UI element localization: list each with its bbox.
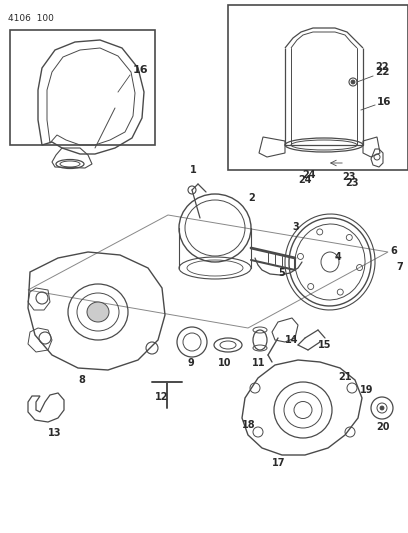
Text: 23: 23 [345, 178, 359, 188]
Text: 17: 17 [272, 458, 286, 468]
Text: 19: 19 [360, 385, 373, 395]
Text: 12: 12 [155, 392, 169, 402]
Text: 5: 5 [278, 268, 285, 278]
Text: 16: 16 [133, 65, 149, 75]
Text: 23: 23 [342, 172, 355, 182]
Text: 2: 2 [248, 193, 255, 203]
Text: 4: 4 [335, 252, 342, 262]
Text: 20: 20 [376, 422, 390, 432]
Text: 8: 8 [78, 375, 85, 385]
Text: 6: 6 [390, 246, 397, 256]
Text: 4106  100: 4106 100 [8, 14, 54, 23]
Text: 16: 16 [377, 97, 392, 107]
Text: 1: 1 [190, 165, 197, 175]
Text: 10: 10 [218, 358, 231, 368]
Circle shape [380, 406, 384, 410]
Text: 15: 15 [318, 340, 331, 350]
Circle shape [351, 80, 355, 84]
Ellipse shape [87, 302, 109, 322]
Text: 24: 24 [298, 175, 311, 185]
Text: 3: 3 [292, 222, 299, 232]
Text: 9: 9 [188, 358, 195, 368]
Text: 24: 24 [302, 170, 315, 180]
Text: 21: 21 [338, 372, 352, 382]
Text: 14: 14 [285, 335, 299, 345]
Text: 13: 13 [48, 428, 62, 438]
Text: 22: 22 [375, 67, 390, 77]
Text: 11: 11 [252, 358, 266, 368]
Text: 18: 18 [242, 420, 256, 430]
Text: 22: 22 [375, 62, 388, 72]
Text: 7: 7 [396, 262, 403, 272]
